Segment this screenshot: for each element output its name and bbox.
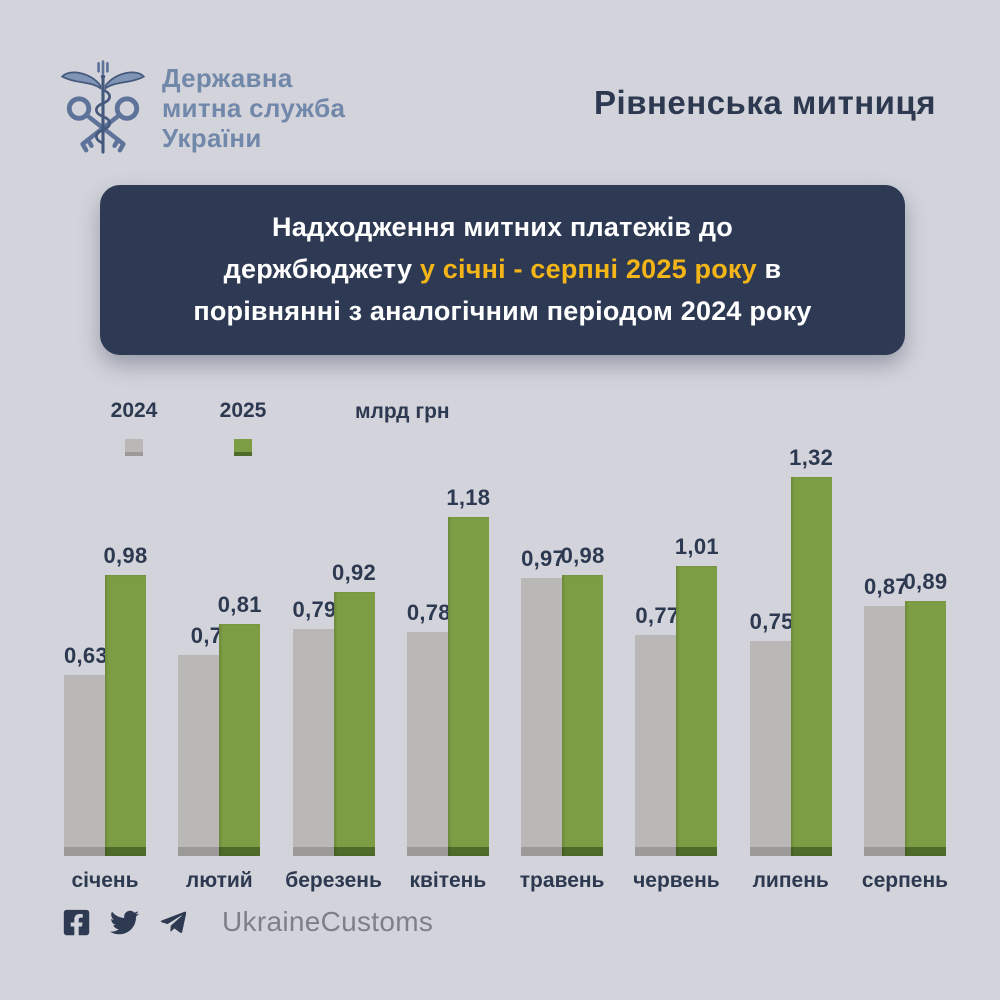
bar-value-label-2025-травень: 0,98 [560,543,605,568]
bar-group-лютий: 0,7 0,81 лютий [178,592,261,892]
bar-2025-лютий: 0,81 [218,592,261,856]
bar-2025-березень: 0,92 [332,560,376,856]
logo-text-line1: Державна [162,63,293,94]
month-label-серпень: серпень [861,869,949,892]
bar-value-label-2024-квітень: 0,78 [406,600,451,625]
bar-2025-квітень: 1,18 [446,485,490,856]
social-handle: UkraineCustoms [222,906,434,937]
bar-chart: 0,63 0,98 січень 0,7 0,81 лютий 0,79 0,92 березе… [64,425,948,892]
bar-value-label-2024-серпень: 0,87 [863,574,908,599]
month-label-липень: липень [752,869,829,892]
month-label-лютий: лютий [185,869,253,892]
bar-2024-серпень: 0,87 [864,574,908,856]
axis-unit-label: млрд грн [355,400,450,423]
bar-value-label-2025-січень: 0,98 [103,543,148,568]
month-label-квітень: квітень [409,869,487,892]
customs-emblem-icon [60,60,146,154]
bar-value-label-2024-березень: 0,79 [292,597,337,622]
region-title: Рівненська митниця [594,84,936,121]
logo-text: Державна митна служба України [162,63,346,154]
bar-2024-квітень: 0,78 [407,600,451,856]
bar-value-label-2025-липень: 1,32 [789,445,834,470]
bar-value-label-2024-травень: 0,97 [521,546,566,571]
telegram-icon[interactable] [158,908,189,937]
twitter-icon[interactable] [108,908,141,937]
bar-2024-лютий: 0,7 [178,623,222,856]
legend-label-2024: 2024 [110,399,158,422]
legend-item-2025: 2025 [212,399,274,456]
month-label-березень: березень [285,869,382,892]
month-label-червень: червень [633,869,720,892]
bar-group-квітень: 0,78 1,18 квітень [407,485,490,892]
bar-value-label-2025-лютий: 0,81 [217,592,262,617]
bar-value-label-2024-січень: 0,63 [63,643,108,668]
bar-value-label-2024-лютий: 0,7 [190,623,223,648]
bar-value-label-2025-березень: 0,92 [332,560,377,585]
title-box: Надходження митних платежів до держбюдже… [100,185,905,355]
bar-group-серпень: 0,87 0,89 серпень [862,569,948,892]
logo-text-line2: митна служба [162,93,346,124]
bar-value-label-2024-червень: 0,77 [635,603,680,628]
bar-2024-липень: 0,75 [750,609,793,856]
bar-group-березень: 0,79 0,92 березень [285,560,382,892]
bar-group-червень: 0,77 1,01 червень [633,534,720,892]
legend: 2024 2025 млрд грн [103,399,450,456]
bar-2025-червень: 1,01 [675,534,719,856]
bar-2025-серпень: 0,89 [903,569,947,856]
bar-value-label-2025-серпень: 0,89 [903,569,948,594]
legend-label-2025: 2025 [219,399,267,422]
customs-logo: Державна митна служба України [58,58,345,160]
bar-2024-червень: 0,77 [635,603,679,856]
title-line1: Надходження митних платежів до [272,212,733,243]
bar-value-label-2025-червень: 1,01 [674,534,719,559]
bar-group-січень: 0,63 0,98 січень [64,543,147,892]
bar-2025-січень: 0,98 [103,543,147,856]
footer: UkraineCustoms [62,906,433,938]
bar-2025-липень: 1,32 [789,445,833,856]
title-line2-highlight: у січні - серпні 2025 року [419,254,757,285]
title-line2-tail: в [756,254,782,285]
legend-item-2024: 2024 [103,399,165,456]
logo-text-line3: України [162,122,262,153]
bar-value-label-2025-квітень: 1,18 [446,485,491,510]
facebook-icon[interactable] [62,908,91,937]
bar-2025-травень: 0,98 [561,543,604,856]
legend-swatch-2025 [234,439,252,456]
chart-title: Надходження митних платежів до держбюдже… [193,207,811,333]
legend-swatch-2024 [125,439,143,456]
bar-group-липень: 0,75 1,32 липень [750,445,833,892]
bar-value-label-2024-липень: 0,75 [749,609,794,634]
bar-2024-травень: 0,97 [521,546,565,856]
month-label-травень: травень [519,869,605,892]
title-line3: порівнянні з аналогічним періодом 2024 р… [193,295,812,326]
bar-2024-січень: 0,63 [64,643,108,856]
title-line2-white: держбюджету [223,254,420,285]
bar-group-травень: 0,97 0,98 травень [520,543,605,892]
month-label-січень: січень [71,869,139,892]
bar-2024-березень: 0,79 [293,597,336,856]
